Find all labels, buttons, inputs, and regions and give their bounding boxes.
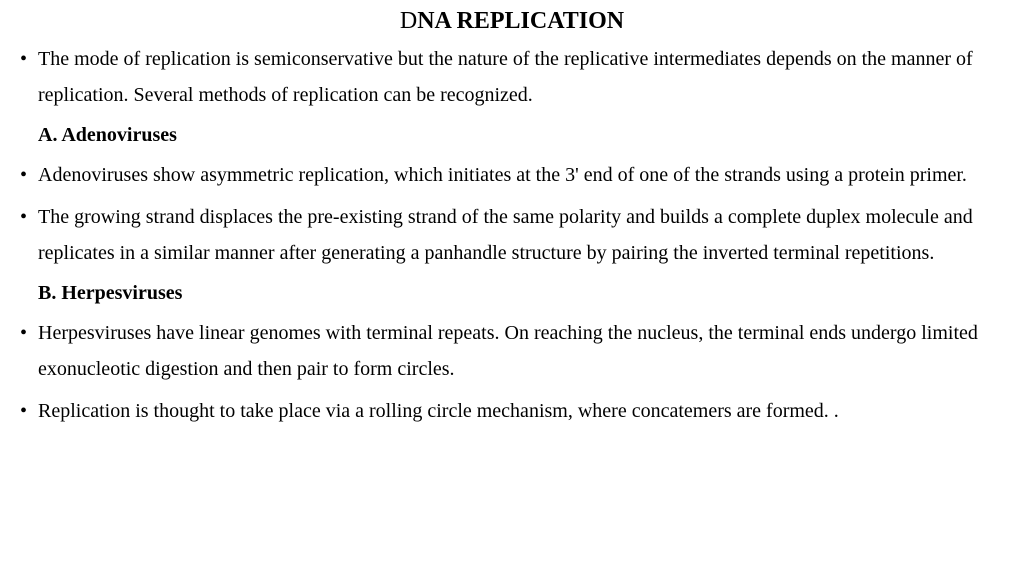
list-b: Herpesviruses have linear genomes with t…	[10, 315, 1014, 429]
bullet-a1: Adenoviruses show asymmetric replication…	[10, 157, 1014, 193]
list-a: Adenoviruses show asymmetric replication…	[10, 157, 1014, 271]
bullet-a2: The growing strand displaces the pre-exi…	[10, 199, 1014, 271]
page-title: DNA REPLICATION	[10, 8, 1014, 35]
content-list: The mode of replication is semiconservat…	[10, 41, 1014, 113]
subheading-a: A. Adenoviruses	[10, 119, 1014, 151]
title-rest: NA REPLICATION	[417, 8, 624, 34]
bullet-b2: Replication is thought to take place via…	[10, 393, 1014, 429]
title-first-letter: D	[400, 8, 417, 34]
subheading-b: B. Herpesviruses	[10, 277, 1014, 309]
bullet-intro: The mode of replication is semiconservat…	[10, 41, 1014, 113]
bullet-b1: Herpesviruses have linear genomes with t…	[10, 315, 1014, 387]
